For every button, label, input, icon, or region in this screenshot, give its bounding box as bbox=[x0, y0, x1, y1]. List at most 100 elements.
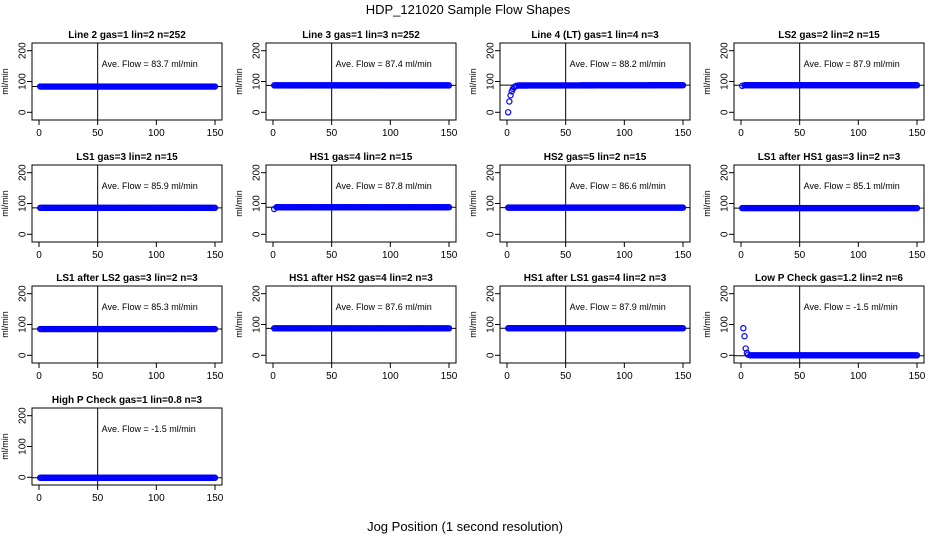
y-tick-label: 100 bbox=[486, 316, 497, 333]
y-axis-label: ml/min bbox=[702, 68, 712, 95]
x-tick-label: 0 bbox=[738, 371, 744, 382]
x-tick-label: 50 bbox=[326, 371, 338, 382]
x-tick-label: 50 bbox=[92, 128, 104, 139]
x-tick-label: 100 bbox=[148, 371, 165, 382]
average-flow-annotation: Ave. Flow = 83.7 ml/min bbox=[102, 59, 198, 69]
x-tick-label: 50 bbox=[92, 250, 104, 261]
data-point bbox=[679, 81, 687, 89]
average-flow-annotation: Ave. Flow = 87.9 ml/min bbox=[570, 302, 666, 312]
panel-9: LS1 after LS2 gas=3 lin=2 n=3 0 50 100 150 0 1… bbox=[0, 273, 224, 382]
y-tick-label: 200 bbox=[252, 164, 263, 181]
y-tick-label: 0 bbox=[18, 109, 29, 115]
x-axis-title: Jog Position (1 second resolution) bbox=[367, 519, 563, 534]
y-tick-label: 200 bbox=[18, 407, 29, 424]
data-point bbox=[506, 98, 513, 105]
panel-11: HS1 after LS1 gas=4 lin=2 n=3 0 50 100 150 0 1… bbox=[468, 273, 692, 382]
plot-frame bbox=[499, 164, 691, 243]
average-flow-annotation: Ave. Flow = 87.8 ml/min bbox=[336, 181, 432, 191]
panel-title: Low P Check gas=1.2 lin=2 n=6 bbox=[755, 273, 903, 284]
average-flow-annotation: Ave. Flow = 85.9 ml/min bbox=[102, 181, 198, 191]
data-point bbox=[211, 204, 219, 212]
y-axis-label: ml/min bbox=[468, 190, 478, 217]
x-tick-label: 150 bbox=[675, 371, 692, 382]
data-point bbox=[445, 82, 453, 89]
data-point bbox=[913, 82, 921, 89]
panel-1: Line 2 gas=1 lin=2 n=252 0 50 100 150 0 100 200… bbox=[0, 30, 224, 139]
x-tick-label: 0 bbox=[270, 128, 276, 139]
y-tick-label: 100 bbox=[18, 195, 29, 212]
y-tick-label: 0 bbox=[252, 231, 263, 237]
x-tick-label: 0 bbox=[738, 128, 744, 139]
panel-3: Line 4 (LT) gas=1 lin=4 n=3 0 50 100 150 0 100… bbox=[468, 30, 692, 139]
y-tick-label: 0 bbox=[18, 474, 29, 480]
panel-8: LS1 after HS1 gas=3 lin=2 n=3 0 50 100 150 0 1… bbox=[702, 152, 926, 261]
x-tick-label: 100 bbox=[148, 250, 165, 261]
data-point bbox=[741, 333, 748, 340]
data-point bbox=[679, 204, 687, 211]
y-tick-label: 100 bbox=[252, 316, 263, 333]
average-flow-annotation: Ave. Flow = 86.6 ml/min bbox=[570, 181, 666, 191]
panel-title: HS2 gas=5 lin=2 n=15 bbox=[544, 152, 647, 163]
y-tick-label: 100 bbox=[18, 316, 29, 333]
y-tick-label: 100 bbox=[252, 73, 263, 90]
x-tick-label: 150 bbox=[207, 250, 224, 261]
x-tick-label: 100 bbox=[382, 371, 399, 382]
x-tick-label: 150 bbox=[675, 250, 692, 261]
x-tick-label: 50 bbox=[560, 371, 572, 382]
panel-title: Line 2 gas=1 lin=2 n=252 bbox=[68, 30, 186, 41]
plot-frame bbox=[31, 285, 223, 364]
y-tick-label: 100 bbox=[18, 73, 29, 90]
y-axis-label: ml/min bbox=[234, 190, 244, 217]
x-tick-label: 0 bbox=[36, 250, 42, 261]
panel-2: Line 3 gas=1 lin=3 n=252 0 50 100 150 0 100 200… bbox=[234, 30, 458, 139]
y-tick-label: 0 bbox=[252, 352, 263, 358]
average-flow-annotation: Ave. Flow = 87.6 ml/min bbox=[336, 302, 432, 312]
x-tick-label: 50 bbox=[326, 250, 338, 261]
x-tick-label: 100 bbox=[382, 250, 399, 261]
panel-13: High P Check gas=1 lin=0.8 n=3 0 50 100 150 0… bbox=[0, 395, 224, 504]
y-tick-label: 100 bbox=[720, 73, 731, 90]
data-point bbox=[742, 345, 749, 352]
y-axis-label: ml/min bbox=[0, 190, 10, 217]
x-tick-label: 150 bbox=[909, 250, 926, 261]
x-tick-label: 150 bbox=[207, 493, 224, 504]
panel-5: LS1 gas=3 lin=2 n=15 0 50 100 150 0 100 200 ml/m… bbox=[0, 152, 224, 261]
average-flow-annotation: Ave. Flow = -1.5 ml/min bbox=[804, 302, 898, 312]
y-axis-label: ml/min bbox=[468, 68, 478, 95]
data-point bbox=[211, 83, 219, 90]
panel-4: LS2 gas=2 lin=2 n=15 0 50 100 150 0 100 200 ml/m… bbox=[702, 30, 926, 139]
x-tick-label: 150 bbox=[441, 128, 458, 139]
x-tick-label: 0 bbox=[504, 250, 510, 261]
plot-frame bbox=[265, 285, 457, 364]
panel-title: HS1 after LS1 gas=4 lin=2 n=3 bbox=[524, 273, 667, 284]
plot-frame bbox=[733, 164, 925, 243]
panel-title: LS1 gas=3 lin=2 n=15 bbox=[76, 152, 178, 163]
y-tick-label: 200 bbox=[486, 42, 497, 59]
x-tick-label: 50 bbox=[92, 493, 104, 504]
x-tick-label: 0 bbox=[270, 371, 276, 382]
panel-10: HS1 after HS2 gas=4 lin=2 n=3 0 50 100 150 0 1… bbox=[234, 273, 458, 382]
y-tick-label: 0 bbox=[18, 352, 29, 358]
x-tick-label: 0 bbox=[270, 250, 276, 261]
y-axis-label: ml/min bbox=[702, 190, 712, 217]
panel-12: Low P Check gas=1.2 lin=2 n=6 0 50 100 150 0 1… bbox=[702, 273, 926, 382]
x-tick-label: 100 bbox=[850, 371, 867, 382]
data-point bbox=[507, 92, 514, 99]
y-tick-label: 0 bbox=[486, 231, 497, 237]
plot-frame bbox=[733, 42, 925, 121]
data-point bbox=[679, 325, 687, 332]
x-tick-label: 150 bbox=[675, 128, 692, 139]
data-point bbox=[913, 352, 921, 359]
y-tick-label: 100 bbox=[486, 195, 497, 212]
y-tick-label: 0 bbox=[252, 109, 263, 115]
panel-7: HS2 gas=5 lin=2 n=15 0 50 100 150 0 100 200 ml/m… bbox=[468, 152, 692, 261]
y-axis-label: ml/min bbox=[234, 311, 244, 338]
y-tick-label: 200 bbox=[18, 164, 29, 181]
x-tick-label: 0 bbox=[36, 493, 42, 504]
y-tick-label: 200 bbox=[252, 285, 263, 302]
y-axis-label: ml/min bbox=[234, 68, 244, 95]
x-tick-label: 100 bbox=[616, 128, 633, 139]
panel-title: LS2 gas=2 lin=2 n=15 bbox=[778, 30, 880, 41]
plot-frame bbox=[499, 285, 691, 364]
x-tick-label: 50 bbox=[794, 128, 806, 139]
